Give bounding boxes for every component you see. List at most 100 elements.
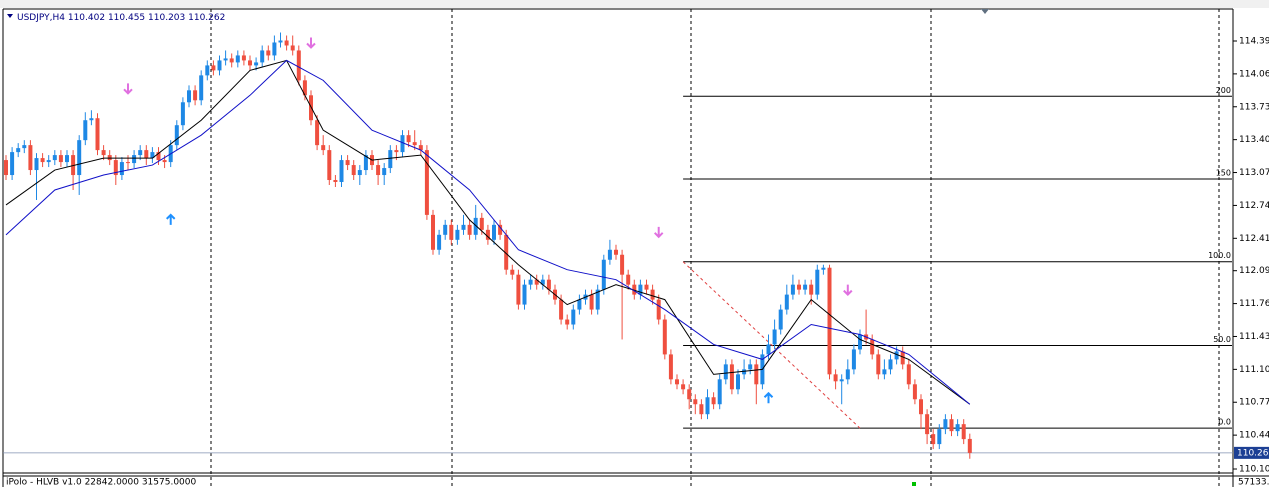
- y-tick-label: 110.440: [1239, 431, 1269, 441]
- candle-body: [534, 279, 539, 285]
- candle-body: [888, 359, 893, 370]
- candle-body: [58, 155, 63, 163]
- candle-body: [931, 434, 936, 445]
- candle-body: [540, 279, 545, 285]
- candle-body: [302, 80, 307, 96]
- candle-body: [180, 102, 185, 126]
- candle-body: [736, 374, 740, 390]
- candle-body: [595, 289, 600, 310]
- candle-body: [729, 364, 734, 390]
- candle-body: [766, 344, 771, 355]
- candle-body: [504, 234, 509, 270]
- low: 110.203: [148, 13, 185, 23]
- candle-body: [52, 155, 57, 161]
- candle-body: [845, 369, 850, 380]
- candle-body: [797, 284, 801, 290]
- y-tick-label: 114.395: [1239, 36, 1269, 46]
- candle-body: [296, 50, 301, 81]
- high: 110.455: [108, 13, 145, 23]
- candle-body: [394, 150, 399, 153]
- candle-body: [851, 349, 856, 370]
- candle-body: [516, 274, 521, 305]
- candle-body: [479, 217, 484, 230]
- candle-body: [278, 40, 283, 43]
- candle-body: [119, 162, 124, 176]
- candle-body: [272, 42, 277, 56]
- candle-body: [620, 254, 625, 275]
- candle-body: [339, 160, 344, 183]
- candle-body: [126, 162, 130, 164]
- y-tick-label: 111.100: [1239, 365, 1269, 375]
- candle-body: [876, 354, 881, 375]
- candle-body: [827, 267, 832, 375]
- candle-body: [589, 294, 594, 310]
- candle-body: [376, 165, 381, 176]
- candle-body: [363, 155, 368, 171]
- open: 110.402: [68, 13, 105, 23]
- candle-body: [693, 399, 698, 405]
- candle-body: [132, 155, 137, 164]
- signal-arrow: [653, 226, 664, 239]
- indicator-label: iPolo - HLVB v1.0 22842.0000 31575.0000: [6, 478, 197, 487]
- candle-body: [223, 58, 228, 61]
- y-tick-label: 113.075: [1239, 168, 1269, 178]
- fib-trendline: [682, 261, 861, 429]
- candle-body: [644, 284, 649, 290]
- candle-body: [742, 369, 747, 375]
- candle-body: [681, 384, 686, 390]
- candle-body: [559, 299, 564, 320]
- candle-body: [254, 62, 259, 66]
- candle-body: [772, 329, 777, 345]
- candle-body: [522, 284, 527, 305]
- candle-body: [144, 150, 149, 159]
- candle-body: [699, 404, 704, 415]
- y-tick-label: 110.100: [1239, 465, 1269, 475]
- candle-body: [705, 397, 710, 415]
- candle-body: [650, 289, 655, 300]
- candle-body: [211, 65, 216, 71]
- candle-body: [821, 267, 826, 270]
- y-tick-label: 112.415: [1239, 234, 1269, 244]
- candle-body: [803, 284, 808, 290]
- menu-triangle: [7, 14, 13, 18]
- candle-body: [955, 424, 960, 432]
- candle-body: [95, 118, 100, 151]
- candle-body: [949, 419, 954, 432]
- candle-body: [424, 150, 429, 215]
- candle-body: [687, 389, 692, 400]
- candle-body: [626, 274, 631, 285]
- candle-body: [467, 224, 472, 235]
- candle-body: [290, 45, 295, 51]
- candle-body: [449, 224, 454, 240]
- candle-body: [546, 279, 551, 290]
- candle-body: [882, 369, 887, 375]
- moving-average: [5, 59, 971, 405]
- candle-body: [577, 299, 582, 310]
- price-tag-label: 110.262: [1237, 448, 1269, 458]
- candle-body: [485, 229, 490, 240]
- fib-label: 150: [1216, 169, 1231, 178]
- candle-body: [912, 384, 917, 400]
- signal-arrow: [306, 37, 316, 49]
- period-separators: [210, 9, 1220, 487]
- candle-body: [528, 279, 533, 285]
- y-tick-label: 110.770: [1239, 398, 1269, 408]
- candle-body: [345, 160, 350, 166]
- candle-body: [40, 158, 45, 163]
- candle-body: [473, 217, 478, 235]
- candle-body: [388, 150, 393, 169]
- candle-body: [101, 150, 106, 156]
- candle-body: [400, 135, 405, 153]
- candle-body: [906, 364, 911, 385]
- candle-body: [357, 170, 362, 176]
- y-tick-label: 112.090: [1239, 266, 1269, 276]
- price-tag: [1234, 446, 1269, 459]
- candle-body: [284, 40, 289, 46]
- candle-body: [510, 269, 515, 275]
- candle-body: [382, 168, 387, 176]
- candle-body: [937, 429, 942, 445]
- signal-arrow: [123, 83, 133, 95]
- candle-body: [711, 397, 716, 405]
- candle-body: [266, 50, 271, 56]
